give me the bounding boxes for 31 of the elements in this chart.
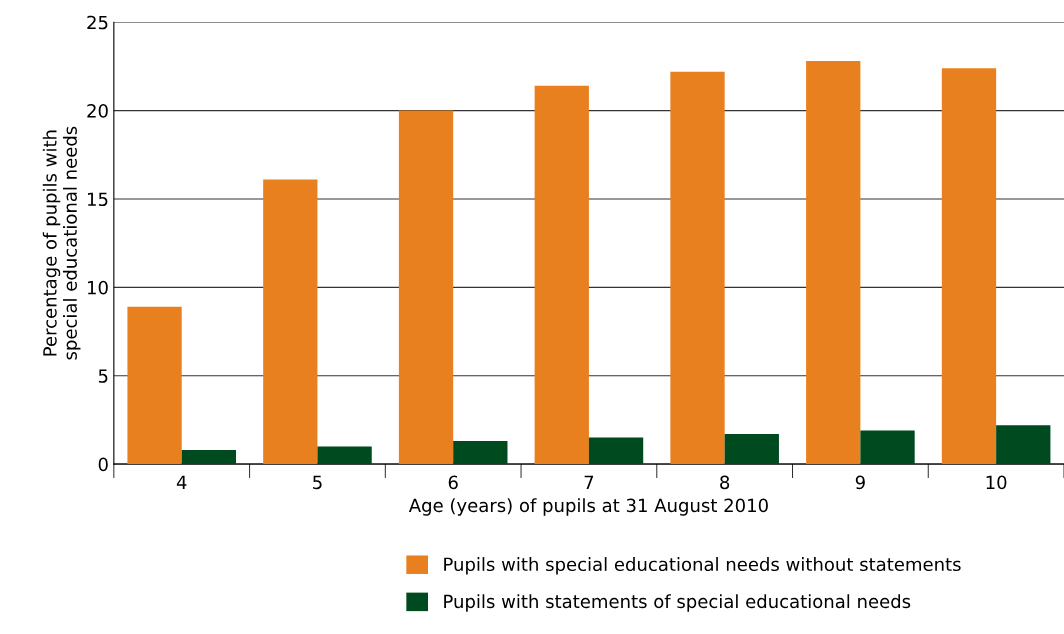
bar [398, 110, 454, 465]
legend-label: Pupils with special educational needs without statements [444, 557, 961, 575]
x-tick-label: 5 [313, 475, 322, 490]
y-tick-label: 25 [87, 15, 108, 30]
y-tick-label: 5 [98, 369, 108, 383]
y-tick-label: 15 [87, 192, 108, 207]
x-tick-label: 6 [448, 475, 458, 490]
bar [996, 425, 1051, 465]
bar [534, 85, 589, 465]
x-axis-title: Age (years) of pupils at 31 August 2010 [408, 498, 768, 516]
bar [941, 68, 997, 465]
bar [127, 306, 182, 465]
legend-label: Pupils with statements of special educational needs [444, 594, 911, 612]
bar [806, 61, 861, 465]
y-tick-label: 20 [87, 104, 108, 118]
x-tick-label: 4 [176, 475, 187, 489]
bar [670, 71, 725, 465]
x-tick-label: 8 [720, 475, 730, 490]
x-tick-label: 10 [986, 475, 1007, 490]
x-tick-label: 9 [855, 475, 865, 490]
bar [181, 449, 237, 465]
bar [860, 430, 915, 465]
x-tick-label: 7 [584, 475, 594, 489]
bar [453, 441, 508, 465]
y-tick-label: 10 [87, 280, 108, 295]
bar [263, 179, 318, 465]
y-axis-title: Percentage of pupils with special educational needs [42, 126, 81, 360]
bar [724, 434, 779, 465]
bar [317, 446, 372, 465]
y-tick-label: 0 [98, 457, 108, 472]
bar [588, 437, 644, 465]
